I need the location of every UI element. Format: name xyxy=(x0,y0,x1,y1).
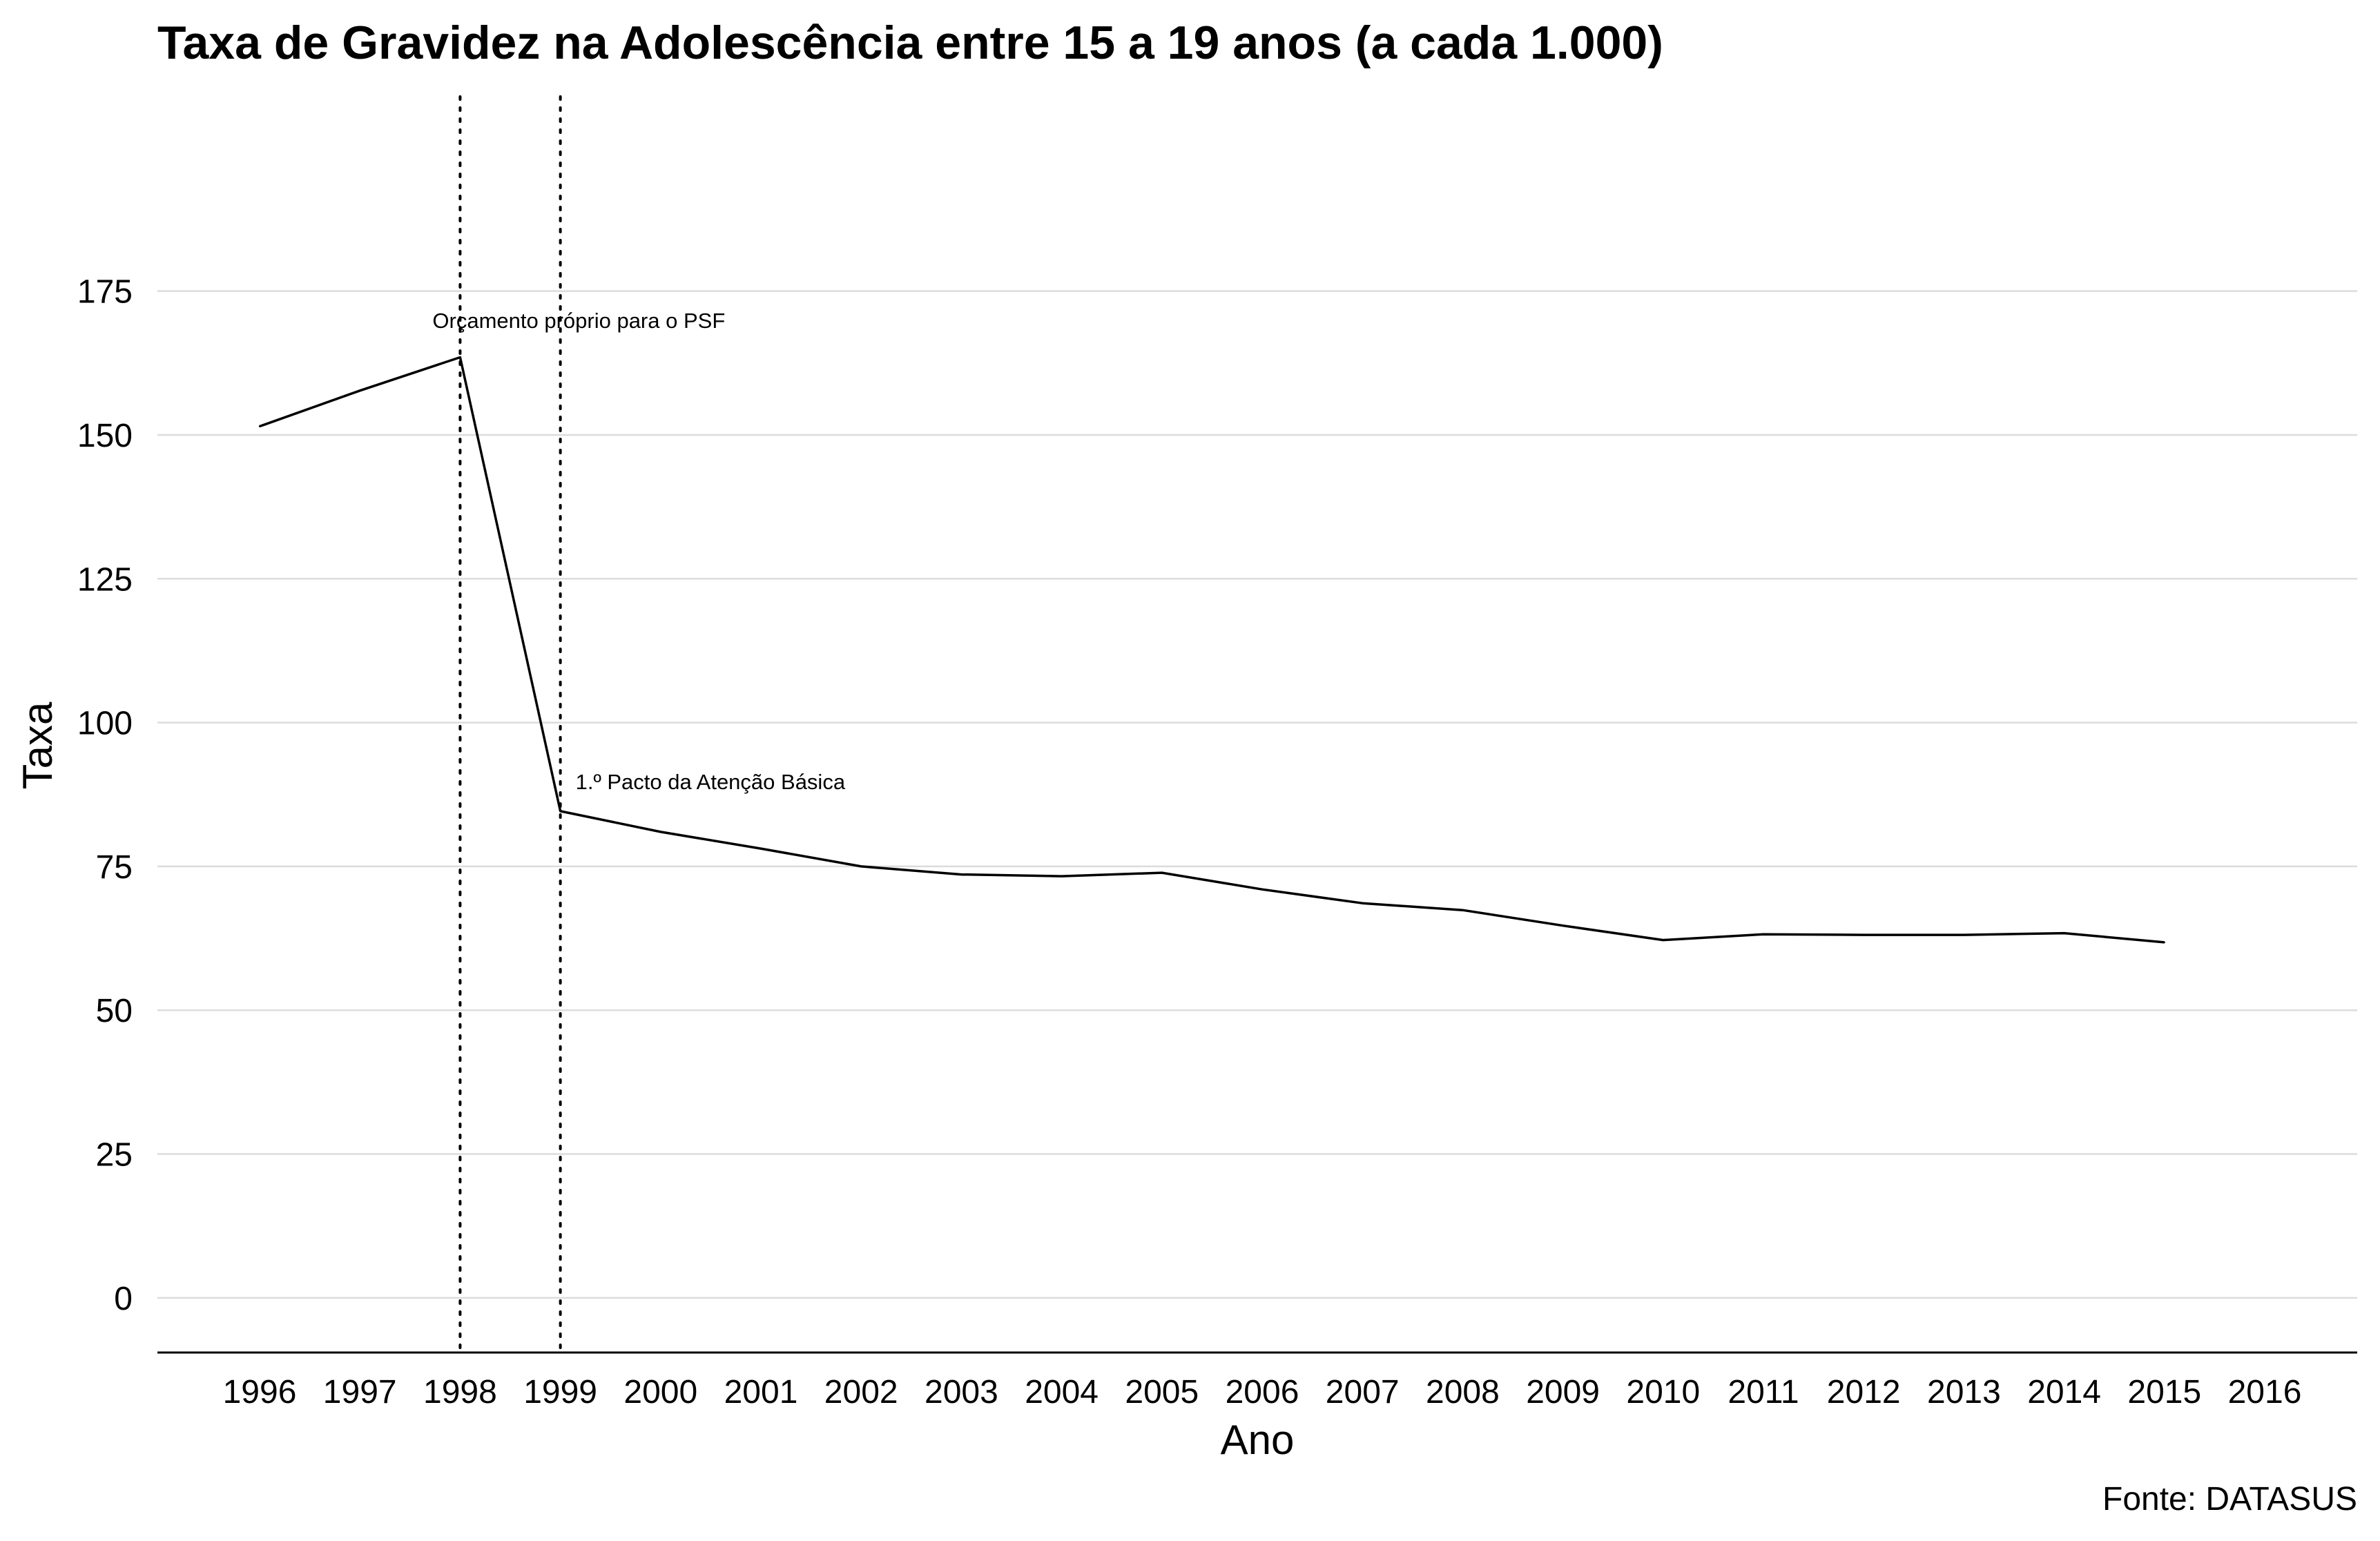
y-tick-label: 0 xyxy=(114,1281,133,1317)
y-axis-ticks: 0 25 50 75 100 125 150 175 xyxy=(77,274,133,1317)
y-tick-label: 125 xyxy=(77,561,133,598)
data-point xyxy=(960,873,962,875)
data-point xyxy=(1963,933,1965,936)
data-point xyxy=(760,847,762,850)
x-axis-title: Ano xyxy=(1221,1417,1295,1463)
x-tick-label: 2001 xyxy=(724,1374,798,1411)
gridlines xyxy=(157,290,2357,1299)
series-layer xyxy=(258,356,2165,944)
x-tick-label: 2012 xyxy=(1827,1374,1901,1411)
data-point xyxy=(1061,875,1063,878)
data-point xyxy=(1863,933,1865,936)
y-tick-label: 175 xyxy=(77,274,133,311)
x-tick-label: 2015 xyxy=(2127,1374,2201,1411)
x-axis-ticks: 1996 1997 1998 1999 2000 2001 2002 2003 2004 2005… xyxy=(223,1374,2302,1411)
data-point xyxy=(1462,909,1464,911)
data-point xyxy=(659,831,661,833)
x-tick-label: 2005 xyxy=(1125,1374,1199,1411)
x-tick-label: 2000 xyxy=(623,1374,697,1411)
data-point xyxy=(1662,939,1664,941)
x-tick-label: 2004 xyxy=(1025,1374,1099,1411)
y-tick-label: 100 xyxy=(77,706,133,742)
x-tick-label: 2006 xyxy=(1226,1374,1299,1411)
data-point xyxy=(2163,941,2165,944)
x-tick-label: 2007 xyxy=(1326,1374,1400,1411)
y-tick-label: 150 xyxy=(77,418,133,454)
data-point xyxy=(2063,932,2065,934)
y-axis-title: Taxa xyxy=(14,701,61,789)
source-caption: Fonte: DATASUS xyxy=(2102,1481,2357,1518)
x-tick-label: 2002 xyxy=(824,1374,898,1411)
data-point xyxy=(559,810,561,813)
x-tick-label: 1996 xyxy=(223,1374,297,1411)
y-tick-label: 75 xyxy=(96,849,133,886)
data-point xyxy=(258,425,261,427)
x-tick-label: 2011 xyxy=(1728,1374,1799,1411)
x-tick-label: 1998 xyxy=(423,1374,497,1411)
x-tick-label: 2016 xyxy=(2228,1374,2302,1411)
x-tick-label: 2010 xyxy=(1626,1374,1700,1411)
data-point xyxy=(860,865,862,868)
data-point xyxy=(1362,902,1364,904)
annotation-label: Orçamento próprio para o PSF xyxy=(432,309,725,333)
annotations: Orçamento próprio para o PSF 1.º Pacto da… xyxy=(432,309,845,794)
data-point xyxy=(1562,924,1564,927)
x-tick-label: 1997 xyxy=(323,1374,397,1411)
data-point xyxy=(1762,933,1765,936)
y-tick-label: 50 xyxy=(96,993,133,1029)
x-tick-label: 2008 xyxy=(1426,1374,1500,1411)
data-point xyxy=(1161,871,1163,874)
data-point xyxy=(459,356,461,358)
chart-title: Taxa de Gravidez na Adolescência entre 1… xyxy=(157,17,1663,69)
x-tick-label: 2014 xyxy=(2027,1374,2101,1411)
data-point xyxy=(359,389,361,391)
annotation-label: 1.º Pacto da Atenção Básica xyxy=(576,770,846,794)
x-tick-label: 1999 xyxy=(523,1374,597,1411)
x-tick-label: 2009 xyxy=(1526,1374,1600,1411)
data-point xyxy=(1261,889,1264,891)
reference-lines xyxy=(458,95,562,1354)
series-line-0 xyxy=(259,356,2165,944)
y-tick-label: 25 xyxy=(96,1137,133,1174)
x-tick-label: 2013 xyxy=(1927,1374,2001,1411)
x-tick-label: 2003 xyxy=(925,1374,998,1411)
